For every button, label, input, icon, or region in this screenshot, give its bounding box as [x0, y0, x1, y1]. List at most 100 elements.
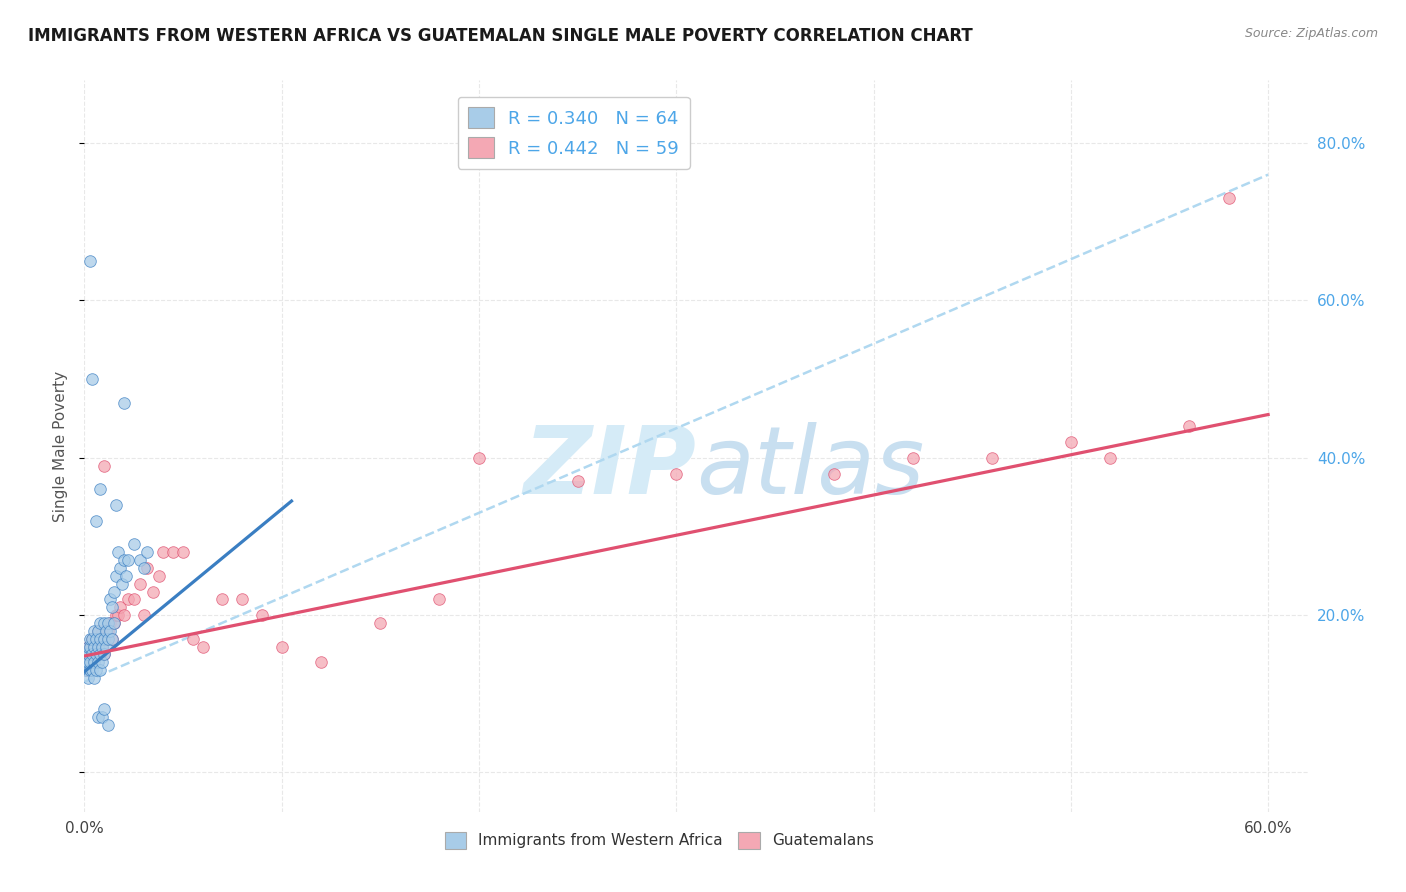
- Text: Source: ZipAtlas.com: Source: ZipAtlas.com: [1244, 27, 1378, 40]
- Point: [84, 648, 107, 662]
- Point: [211, 592, 233, 607]
- Point: [93, 648, 115, 662]
- Point: [93, 632, 115, 646]
- Text: atlas: atlas: [696, 423, 924, 514]
- Point: [101, 600, 124, 615]
- Point: [79, 254, 101, 268]
- Point: [128, 576, 150, 591]
- Point: [122, 592, 145, 607]
- Point: [84, 632, 107, 646]
- Point: [108, 561, 131, 575]
- Point: [75, 663, 97, 677]
- Point: [98, 592, 121, 607]
- Point: [83, 655, 105, 669]
- Point: [97, 615, 120, 630]
- Point: [108, 600, 131, 615]
- Point: [82, 632, 104, 646]
- Point: [83, 671, 105, 685]
- Point: [83, 624, 105, 638]
- Point: [79, 655, 101, 669]
- Point: [172, 545, 194, 559]
- Point: [93, 702, 115, 716]
- Point: [75, 648, 97, 662]
- Point: [309, 655, 332, 669]
- Point: [117, 553, 139, 567]
- Point: [83, 655, 105, 669]
- Point: [1218, 191, 1240, 205]
- Point: [132, 608, 155, 623]
- Point: [91, 655, 114, 669]
- Point: [107, 545, 129, 559]
- Point: [87, 640, 110, 654]
- Point: [665, 467, 688, 481]
- Legend: Immigrants from Western Africa, Guatemalans: Immigrants from Western Africa, Guatemal…: [439, 825, 880, 855]
- Point: [89, 663, 111, 677]
- Point: [83, 640, 105, 654]
- Text: IMMIGRANTS FROM WESTERN AFRICA VS GUATEMALAN SINGLE MALE POVERTY CORRELATION CHA: IMMIGRANTS FROM WESTERN AFRICA VS GUATEM…: [28, 27, 973, 45]
- Point: [114, 568, 136, 582]
- Point: [368, 615, 391, 630]
- Point: [89, 648, 111, 662]
- Point: [82, 648, 104, 662]
- Point: [1060, 435, 1083, 450]
- Point: [152, 545, 174, 559]
- Point: [136, 545, 159, 559]
- Point: [77, 648, 100, 662]
- Point: [87, 710, 110, 724]
- Point: [136, 561, 159, 575]
- Point: [111, 576, 134, 591]
- Point: [181, 632, 204, 646]
- Point: [87, 624, 110, 638]
- Point: [75, 663, 97, 677]
- Point: [117, 592, 139, 607]
- Point: [107, 608, 129, 623]
- Point: [122, 537, 145, 551]
- Point: [91, 640, 114, 654]
- Point: [77, 640, 100, 654]
- Point: [79, 655, 101, 669]
- Point: [84, 648, 107, 662]
- Point: [75, 655, 97, 669]
- Text: ZIP: ZIP: [523, 422, 696, 514]
- Point: [103, 584, 125, 599]
- Point: [567, 475, 589, 489]
- Point: [112, 608, 135, 623]
- Point: [87, 655, 110, 669]
- Point: [93, 615, 115, 630]
- Point: [104, 568, 127, 582]
- Point: [77, 640, 100, 654]
- Point: [82, 632, 104, 646]
- Point: [91, 640, 114, 654]
- Point: [270, 640, 292, 654]
- Point: [104, 498, 127, 512]
- Point: [980, 450, 1002, 465]
- Point: [128, 553, 150, 567]
- Point: [98, 624, 121, 638]
- Point: [93, 648, 115, 662]
- Point: [1099, 450, 1122, 465]
- Y-axis label: Single Male Poverty: Single Male Poverty: [53, 370, 69, 522]
- Point: [901, 450, 924, 465]
- Point: [112, 396, 135, 410]
- Point: [1178, 419, 1201, 434]
- Point: [91, 710, 114, 724]
- Point: [82, 372, 104, 386]
- Point: [83, 640, 105, 654]
- Point: [91, 624, 114, 638]
- Point: [94, 632, 117, 646]
- Point: [82, 648, 104, 662]
- Point: [103, 615, 125, 630]
- Point: [191, 640, 214, 654]
- Point: [89, 632, 111, 646]
- Point: [93, 458, 115, 473]
- Point: [87, 640, 110, 654]
- Point: [84, 663, 107, 677]
- Point: [97, 718, 120, 732]
- Point: [94, 624, 117, 638]
- Point: [231, 592, 253, 607]
- Point: [162, 545, 184, 559]
- Point: [103, 615, 125, 630]
- Point: [468, 450, 491, 465]
- Point: [97, 632, 120, 646]
- Point: [79, 632, 101, 646]
